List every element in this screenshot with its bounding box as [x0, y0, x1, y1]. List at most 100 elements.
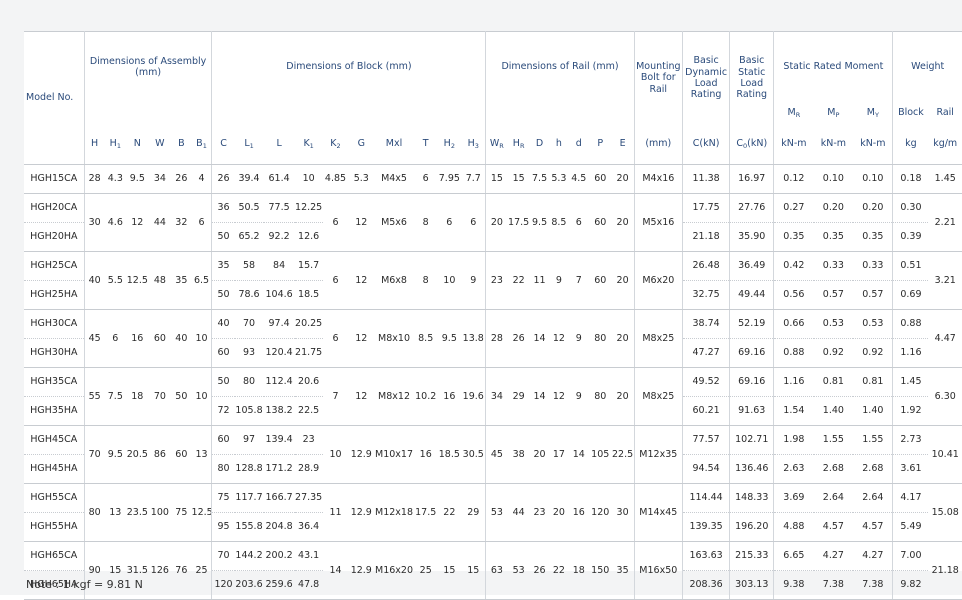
- dim-p: 60: [588, 164, 612, 194]
- dim-k2: 11: [322, 483, 349, 542]
- block-weight: 2.73: [892, 425, 929, 455]
- dim-l1: 128.8: [234, 454, 264, 484]
- model-number: HGH25CA: [24, 251, 85, 281]
- dim-l: 204.8: [263, 512, 295, 542]
- block-weight: 0.69: [892, 280, 929, 310]
- static-load: 69.16: [729, 367, 775, 397]
- dim-b: 35: [171, 251, 192, 310]
- dim-mxl: M16x20: [374, 541, 414, 600]
- sym-h: H: [84, 124, 105, 165]
- dim-w: 126: [148, 541, 172, 600]
- block-weight: 0.88: [892, 309, 929, 339]
- dim-e: 30: [611, 483, 635, 542]
- mounting-bolt: M12x35: [634, 425, 683, 484]
- sym-kgm: kg/m: [928, 124, 962, 165]
- dim-b1: 10: [191, 367, 213, 426]
- table-row: HGH45HA 80 128.8 171.2 28.9 94.54 136.46 2.63 2.…: [24, 454, 962, 484]
- dim-c: 70: [211, 541, 235, 571]
- dim-h2: 10: [437, 251, 462, 310]
- sym-h2: H2: [437, 124, 462, 165]
- dim-mxl: M10x17: [374, 425, 414, 484]
- model-number: HGH55HA: [24, 512, 85, 542]
- dim-d-upper: 7.5: [529, 164, 550, 194]
- dim-b1: 13: [191, 425, 213, 484]
- dim-h-lower: 5.3: [549, 164, 569, 194]
- header-dim-block: Dimensions of Block (mm): [211, 31, 487, 102]
- dim-k1: 27.35: [294, 483, 323, 513]
- dim-g: 12: [348, 251, 375, 310]
- rail-weight: 2.21: [928, 193, 962, 252]
- moment-mp: 2.64: [813, 483, 854, 513]
- model-number: HGH45HA: [24, 454, 85, 484]
- moment-my: 0.33: [853, 251, 894, 281]
- dim-c: 50: [211, 222, 235, 252]
- dim-h: 28: [84, 164, 105, 194]
- block-weight: 7.00: [892, 541, 929, 571]
- dim-h-lower: 22: [549, 541, 569, 600]
- dim-h3: 30.5: [461, 425, 487, 484]
- dim-d-lower: 9: [568, 367, 589, 426]
- dim-c: 26: [211, 164, 235, 194]
- moment-mr: 2.63: [773, 454, 814, 484]
- dim-p: 80: [588, 367, 612, 426]
- dim-hr: 22: [507, 251, 530, 310]
- dim-k2: 7: [322, 367, 349, 426]
- dim-d-lower: 14: [568, 425, 589, 484]
- table-row: HGH45CA 70 9.5 20.5 86 60 13 60 97 139.4 23 10 12.9 M…: [24, 425, 962, 484]
- dynamic-load: 49.52: [682, 367, 731, 397]
- sym-d-upper: D: [529, 124, 550, 165]
- dim-b: 75: [171, 483, 192, 542]
- sym-c0-unit: C0(kN): [729, 124, 775, 165]
- dim-t: 10.2: [413, 367, 438, 426]
- mounting-bolt: M6x20: [634, 251, 683, 310]
- dim-t: 6: [413, 164, 438, 194]
- block-weight: 5.49: [892, 512, 929, 542]
- model-number: HGH35HA: [24, 396, 85, 426]
- dim-k2: 4.85: [322, 164, 349, 194]
- header-static-moment: Static Rated Moment: [773, 31, 894, 102]
- static-load: 27.76: [729, 193, 775, 223]
- static-load: 303.13: [729, 570, 775, 600]
- dim-w: 34: [148, 164, 172, 194]
- sym-wr: WR: [485, 124, 508, 165]
- dim-h2: 6: [437, 193, 462, 252]
- dim-h: 55: [84, 367, 105, 426]
- dynamic-load: 17.75: [682, 193, 731, 223]
- dim-h3: 6: [461, 193, 487, 252]
- moment-mp: 0.20: [813, 193, 854, 223]
- dim-w: 48: [148, 251, 172, 310]
- mounting-bolt: M14x45: [634, 483, 683, 542]
- dim-p: 60: [588, 251, 612, 310]
- dim-h3: 29: [461, 483, 487, 542]
- dim-d-upper: 9.5: [529, 193, 550, 252]
- dim-h: 40: [84, 251, 105, 310]
- table-row: HGH20CA 30 4.6 12 44 32 6 36 50.5 77.5 12.25 6 12 M5x…: [24, 193, 962, 252]
- dim-l1: 144.2: [234, 541, 264, 571]
- model-number: HGH25HA: [24, 280, 85, 310]
- dynamic-load: 38.74: [682, 309, 731, 339]
- moment-mp: 4.27: [813, 541, 854, 571]
- moment-my: 0.81: [853, 367, 894, 397]
- dim-w: 86: [148, 425, 172, 484]
- sym-h-lower: h: [549, 124, 569, 165]
- sym-knm-p: kN-m: [813, 124, 854, 165]
- moment-my: 0.57: [853, 280, 894, 310]
- dim-h-lower: 17: [549, 425, 569, 484]
- mounting-bolt: M16x50: [634, 541, 683, 600]
- dim-h1: 13: [104, 483, 127, 542]
- moment-mp: 0.92: [813, 338, 854, 368]
- dim-hr: 38: [507, 425, 530, 484]
- dim-g: 12.9: [348, 483, 375, 542]
- moment-my: 1.55: [853, 425, 894, 455]
- dim-l1: 80: [234, 367, 264, 397]
- moment-mr: 0.12: [773, 164, 814, 194]
- header-dim-rail: Dimensions of Rail (mm): [485, 31, 635, 102]
- header-m-y: MY: [853, 102, 894, 124]
- static-load: 35.90: [729, 222, 775, 252]
- unit-note: Note : 1 kgf = 9.81 N: [26, 578, 143, 591]
- sym-k1: K1: [294, 124, 323, 165]
- sym-h1: H1: [104, 124, 127, 165]
- dim-h: 45: [84, 309, 105, 368]
- moment-my: 0.92: [853, 338, 894, 368]
- block-weight: 1.16: [892, 338, 929, 368]
